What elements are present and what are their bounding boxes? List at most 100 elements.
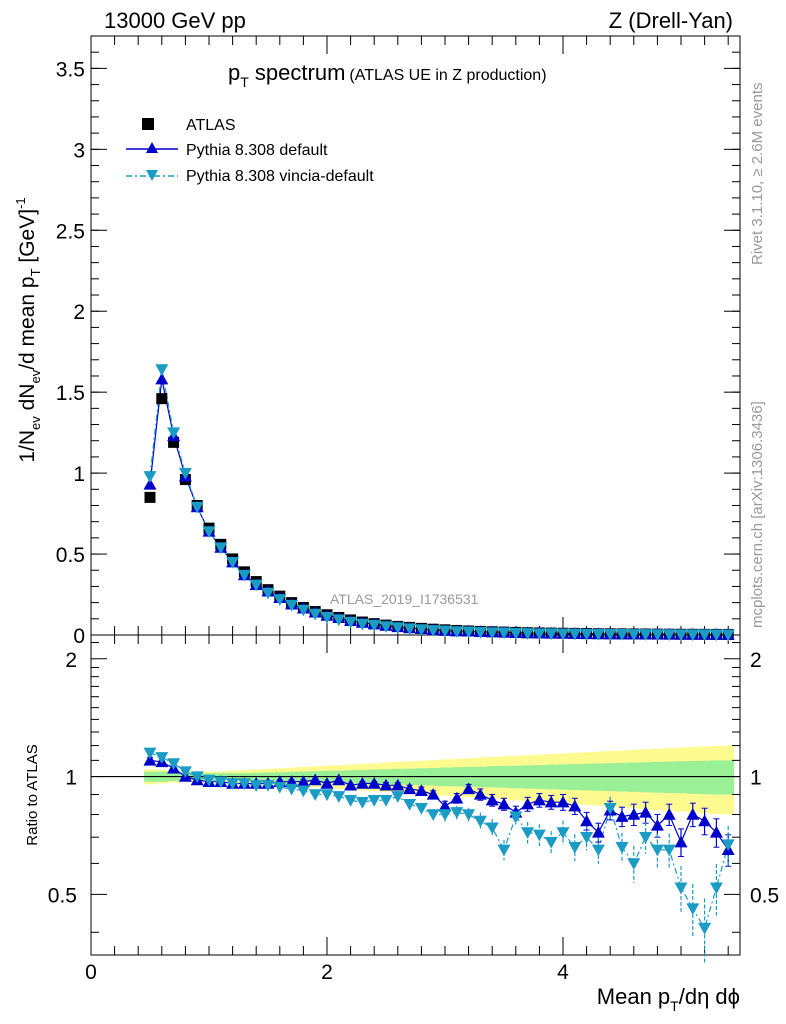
rivet-label: Rivet 3.1.10, ≥ 2.6M events xyxy=(749,83,766,266)
mcplots-label: mcplots.cern.ch [arXiv:1306.3436] xyxy=(749,401,766,628)
ratio-point-default xyxy=(568,799,582,812)
main-point-vincia xyxy=(190,501,204,514)
main-point-vincia xyxy=(285,599,299,612)
main-point-vincia xyxy=(249,579,263,592)
ratio-point-vincia xyxy=(391,791,405,803)
main-point-vincia xyxy=(226,556,240,569)
legend-marker-default xyxy=(146,142,158,153)
main-point-vincia xyxy=(237,569,251,582)
ratio-point-vincia xyxy=(237,778,251,791)
ratio-point-vincia xyxy=(143,747,157,760)
ratio-point-vincia xyxy=(615,841,629,854)
plot-title-rest: spectrum xyxy=(249,60,346,85)
ratio-point-default xyxy=(556,795,570,808)
main-point-vincia xyxy=(580,628,594,641)
ratio-point-default xyxy=(414,784,428,796)
main-point-vincia xyxy=(462,626,476,639)
ratio-point-default xyxy=(662,807,676,820)
main-point-vincia xyxy=(615,629,629,641)
ratio-point-vincia xyxy=(426,809,440,821)
main-ytick-label: 1 xyxy=(73,463,85,486)
main-point-vincia xyxy=(509,627,523,640)
ratio-point-vincia xyxy=(473,815,487,828)
main-ytick-label: 2 xyxy=(73,301,85,324)
ratio-point-vincia xyxy=(650,844,664,857)
ratio-point-default xyxy=(344,778,358,791)
main-point-atlas xyxy=(144,491,156,503)
ratio-point-vincia xyxy=(414,803,428,815)
ratio-point-vincia xyxy=(261,780,275,792)
plot-title-sub: T xyxy=(240,74,249,90)
ratio-point-vincia xyxy=(462,809,476,821)
ratio-point-vincia xyxy=(544,836,558,849)
ratio-point-default xyxy=(379,778,393,791)
main-point-vincia xyxy=(143,471,157,483)
ratio-point-vincia xyxy=(355,797,369,809)
ratio-point-vincia xyxy=(226,778,240,791)
main-point-vincia xyxy=(686,629,700,642)
ratio-point-vincia xyxy=(591,844,605,857)
ratio-point-default xyxy=(426,787,440,800)
main-point-vincia xyxy=(497,627,511,640)
main-ytick-label: 1.5 xyxy=(56,382,85,405)
ratio-point-default xyxy=(403,782,417,795)
main-point-vincia xyxy=(178,467,192,480)
ratio-ytick-label-right: 1 xyxy=(750,767,762,790)
main-point-vincia xyxy=(698,629,712,642)
data-marks xyxy=(143,364,735,964)
main-point-vincia xyxy=(355,618,369,631)
ratio-point-default xyxy=(615,810,629,822)
ratio-ytick-label: 1 xyxy=(65,767,77,790)
ratio-point-default xyxy=(355,777,369,789)
main-point-vincia xyxy=(674,629,688,642)
main-point-vincia xyxy=(639,629,653,641)
main-point-vincia xyxy=(450,626,464,638)
ratio-point-default xyxy=(320,777,334,789)
legend: ATLAS Pythia 8.308 default Pythia 8.308 … xyxy=(126,117,374,185)
ratio-uncertainty-bands xyxy=(144,745,735,815)
header-right: Z (Drell-Yan) xyxy=(609,8,733,33)
main-ytick-label: 2.5 xyxy=(56,220,85,243)
ratio-point-vincia xyxy=(639,831,653,844)
ratio-point-vincia xyxy=(674,882,688,895)
ratio-point-default xyxy=(485,793,499,806)
main-point-vincia xyxy=(709,629,723,642)
ratio-xtick-label: 2 xyxy=(321,961,333,984)
ratio-point-vincia xyxy=(627,858,641,870)
legend-marker-vincia xyxy=(146,170,158,181)
ratio-point-vincia xyxy=(308,789,322,801)
main-point-vincia xyxy=(202,526,216,538)
ratio-point-vincia xyxy=(214,776,228,789)
main-point-vincia xyxy=(438,625,452,638)
ratio-point-default xyxy=(450,791,464,804)
ratio-point-default xyxy=(143,753,157,766)
ratio-point-default xyxy=(686,807,700,820)
ratio-point-vincia xyxy=(603,803,617,815)
ratio-point-vincia xyxy=(556,827,570,839)
ratio-point-default xyxy=(438,799,452,812)
ratio-point-vincia xyxy=(379,795,393,807)
ratio-point-vincia xyxy=(568,841,582,854)
main-point-atlas xyxy=(168,436,180,448)
ratio-point-vincia xyxy=(709,882,723,895)
main-point-vincia xyxy=(403,623,417,636)
main-point-vincia xyxy=(167,427,181,440)
ratio-point-default xyxy=(367,777,381,789)
ratio-ytick-label: 2 xyxy=(65,649,77,672)
ratio-point-vincia xyxy=(202,774,216,787)
main-point-vincia xyxy=(344,616,358,629)
main-point-vincia xyxy=(296,604,310,617)
ratio-point-vincia xyxy=(521,827,535,839)
ratio-point-default xyxy=(698,814,712,827)
ratio-point-default xyxy=(332,773,346,786)
main-point-vincia xyxy=(332,614,346,627)
ratio-point-vincia xyxy=(178,766,192,779)
ratio-point-vincia xyxy=(285,783,299,796)
header-left: 13000 GeV pp xyxy=(104,8,246,33)
ratio-point-vincia xyxy=(155,752,169,764)
ratio-point-default xyxy=(462,782,476,795)
ratio-xtick-label: 4 xyxy=(557,961,569,984)
main-point-atlas xyxy=(156,393,168,405)
main-point-vincia xyxy=(532,628,546,641)
